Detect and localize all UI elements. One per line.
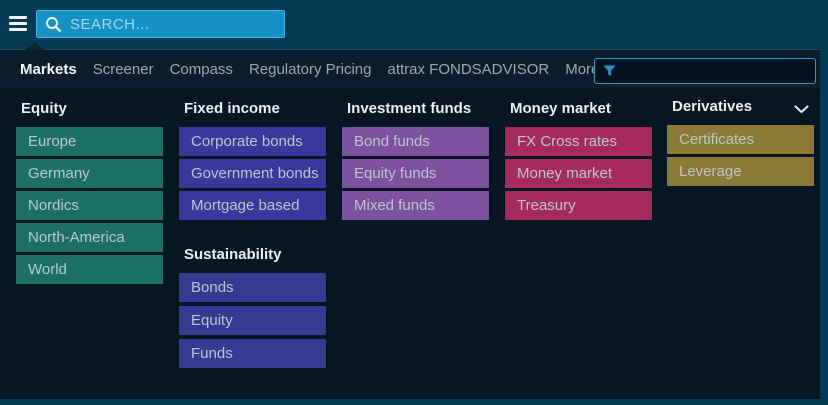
menu-item-sustainability-equity[interactable]: Equity bbox=[179, 306, 326, 335]
menu-content: Equity Europe Germany Nordics North-Amer… bbox=[0, 90, 820, 399]
tab-markets[interactable]: Markets bbox=[20, 60, 77, 78]
menu-item-money-market[interactable]: Money market bbox=[505, 159, 652, 188]
menu-column-equity: Equity Europe Germany Nordics North-Amer… bbox=[16, 100, 163, 287]
chevron-down-icon[interactable] bbox=[794, 101, 809, 119]
menu-item-corporate-bonds[interactable]: Corporate bonds bbox=[179, 127, 326, 156]
menu-item-certificates[interactable]: Certificates bbox=[667, 125, 814, 154]
menu-item-mortgage-based[interactable]: Mortgage based bbox=[179, 191, 326, 220]
menu-item-sustainability-funds[interactable]: Funds bbox=[179, 339, 326, 368]
menu-column-fixed-income: Fixed income Corporate bonds Government … bbox=[179, 100, 326, 223]
menu-item-north-america[interactable]: North-America bbox=[16, 223, 163, 252]
menu-column-derivatives: Derivatives Certificates Leverage bbox=[667, 98, 814, 189]
search-icon bbox=[46, 16, 62, 32]
menu-item-fx-cross-rates[interactable]: FX Cross rates bbox=[505, 127, 652, 156]
column-title-derivatives: Derivatives bbox=[667, 98, 814, 116]
panel-notch bbox=[25, 42, 45, 50]
tab-regulatory-pricing[interactable]: Regulatory Pricing bbox=[248, 60, 372, 78]
menu-item-leverage[interactable]: Leverage bbox=[667, 157, 814, 186]
menu-item-germany[interactable]: Germany bbox=[16, 159, 163, 188]
column-title-derivatives-label: Derivatives bbox=[672, 98, 753, 115]
tab-compass[interactable]: Compass bbox=[169, 60, 233, 78]
menu-item-world[interactable]: World bbox=[16, 255, 163, 284]
menu-item-nordics[interactable]: Nordics bbox=[16, 191, 163, 220]
menu-item-europe[interactable]: Europe bbox=[16, 127, 163, 156]
menu-item-treasury[interactable]: Treasury bbox=[505, 191, 652, 220]
menu-item-mixed-funds[interactable]: Mixed funds bbox=[342, 191, 489, 220]
column-title-sustainability: Sustainability bbox=[184, 246, 282, 263]
menu-item-government-bonds[interactable]: Government bonds bbox=[179, 159, 326, 188]
column-title-money-market: Money market bbox=[510, 100, 611, 117]
tab-screener[interactable]: Screener bbox=[92, 60, 154, 78]
tab-row: Markets Screener Compass Regulatory Pric… bbox=[0, 50, 820, 89]
filter-box bbox=[594, 58, 816, 84]
tab-more-label: More bbox=[565, 60, 600, 78]
menu-column-money-market: Money market FX Cross rates Money market… bbox=[505, 100, 652, 223]
menu-panel: Markets Screener Compass Regulatory Pric… bbox=[0, 42, 820, 399]
column-title-fixed-income: Fixed income bbox=[184, 100, 280, 117]
top-bar bbox=[0, 0, 828, 49]
filter-icon bbox=[603, 65, 616, 77]
search-input[interactable] bbox=[70, 15, 284, 33]
tab-attrax-fondsadvisor[interactable]: attrax FONDSADVISOR bbox=[387, 60, 550, 78]
menu-item-bond-funds[interactable]: Bond funds bbox=[342, 127, 489, 156]
column-title-equity: Equity bbox=[21, 100, 67, 117]
menu-column-investment-funds: Investment funds Bond funds Equity funds… bbox=[342, 100, 489, 223]
filter-input[interactable] bbox=[623, 63, 815, 79]
search-box bbox=[36, 10, 285, 38]
menu-item-sustainability-bonds[interactable]: Bonds bbox=[179, 273, 326, 302]
menu-item-equity-funds[interactable]: Equity funds bbox=[342, 159, 489, 188]
column-title-investment-funds: Investment funds bbox=[347, 100, 472, 117]
menu-section-sustainability: Sustainability Bonds Equity Funds bbox=[179, 246, 326, 372]
hamburger-icon[interactable] bbox=[9, 16, 27, 31]
